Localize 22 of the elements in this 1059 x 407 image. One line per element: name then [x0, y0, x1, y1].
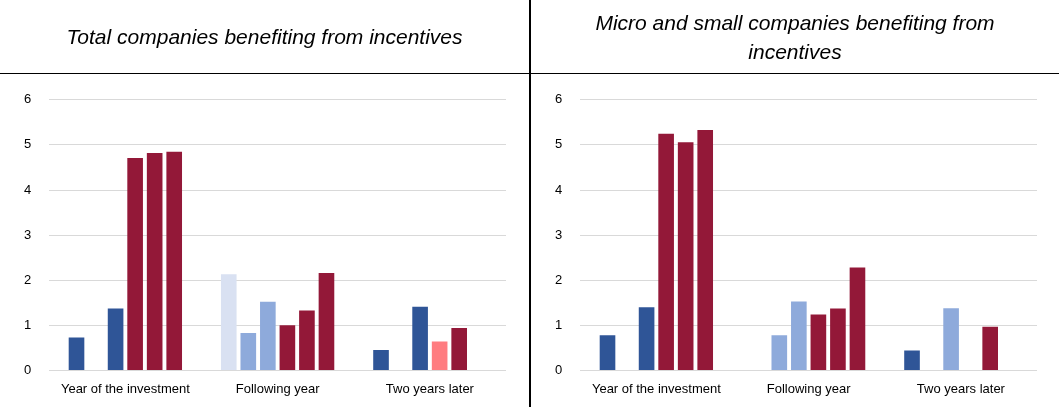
x-tick-label: Year of the investment: [60, 380, 191, 396]
chart-title: Micro and small companies benefiting from incentives: [531, 0, 1059, 74]
y-tick-label: 4: [24, 181, 32, 197]
y-tick-label: 1: [555, 316, 563, 332]
x-tick-label: Year of the investment: [591, 380, 722, 396]
y-tick-label: 2: [24, 271, 32, 287]
y-tick-label: 6: [24, 91, 32, 107]
y-tick-label: 4: [555, 181, 563, 197]
y-tick-label: 0: [24, 361, 32, 377]
x-tick-label: Following year: [235, 380, 321, 396]
y-tick-label: 3: [24, 226, 32, 242]
x-tick-label: Two years later: [916, 380, 1006, 396]
x-tick-label: Following year: [766, 380, 852, 396]
x-tick-label: Two years later: [385, 380, 475, 396]
y-tick-label: 5: [24, 136, 32, 152]
chart-title: Total companies benefiting from incentives: [0, 0, 529, 74]
y-tick-label: 3: [555, 226, 563, 242]
y-tick-label: 5: [555, 136, 563, 152]
y-tick-label: 6: [555, 91, 563, 107]
y-tick-label: 0: [555, 361, 563, 377]
y-tick-label: 1: [24, 316, 32, 332]
y-tick-label: 2: [555, 271, 563, 287]
